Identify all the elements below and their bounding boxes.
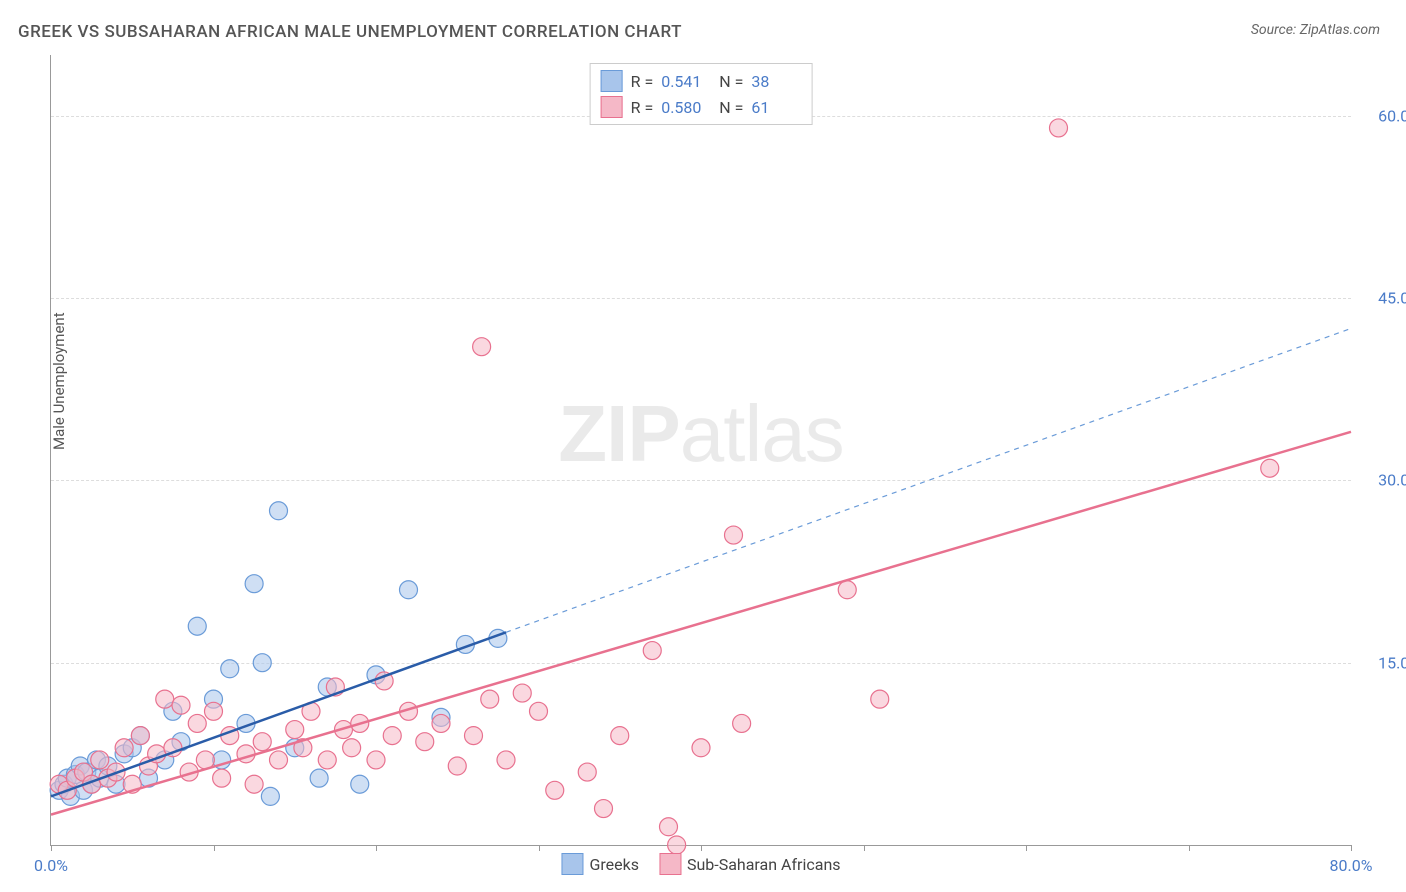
plot-area: Male Unemployment 15.0%30.0%45.0%60.0% 0… (50, 55, 1351, 846)
swatch-greeks-icon (601, 70, 623, 92)
legend-label-greeks: Greeks (589, 855, 639, 874)
data-point (367, 751, 385, 769)
x-tick (864, 845, 865, 851)
data-point (530, 702, 548, 720)
data-point (253, 654, 271, 672)
legend-item-greeks: Greeks (561, 853, 639, 875)
data-point (286, 721, 304, 739)
x-tick (376, 845, 377, 851)
data-point (188, 714, 206, 732)
scatter-svg (51, 55, 1351, 845)
legend-item-ssa: Sub-Saharan Africans (659, 853, 841, 875)
data-point (221, 660, 239, 678)
x-tick (214, 845, 215, 851)
correlation-legend-row-1: R = 0.580 N = 61 (601, 94, 802, 120)
data-point (497, 751, 515, 769)
data-point (448, 757, 466, 775)
x-tick (1189, 845, 1190, 851)
data-point (668, 836, 686, 854)
x-tick (539, 845, 540, 851)
data-point (692, 739, 710, 757)
trend-line (506, 328, 1351, 632)
data-point (481, 690, 499, 708)
data-point (188, 617, 206, 635)
data-point (416, 733, 434, 751)
n-label: N = (719, 72, 743, 91)
data-point (205, 702, 223, 720)
chart-title: GREEK VS SUBSAHARAN AFRICAN MALE UNEMPLO… (18, 22, 682, 42)
data-point (318, 751, 336, 769)
data-point (660, 818, 678, 836)
data-point (156, 690, 174, 708)
legend-label-ssa: Sub-Saharan Africans (687, 855, 841, 874)
data-point (351, 775, 369, 793)
swatch-ssa-icon (659, 853, 681, 875)
source-attribution: Source: ZipAtlas.com (1251, 22, 1380, 38)
data-point (253, 733, 271, 751)
data-point (513, 684, 531, 702)
r-label: R = (631, 72, 654, 91)
x-tick (701, 845, 702, 851)
data-point (91, 751, 109, 769)
data-point (578, 763, 596, 781)
data-point (172, 696, 190, 714)
data-point (383, 727, 401, 745)
x-tick (1351, 845, 1352, 851)
data-point (871, 690, 889, 708)
swatch-ssa-icon (601, 96, 623, 118)
data-point (733, 714, 751, 732)
data-point (465, 727, 483, 745)
data-point (643, 642, 661, 660)
data-point (1050, 119, 1068, 137)
data-point (473, 338, 491, 356)
data-point (595, 800, 613, 818)
y-tick-label: 30.0% (1361, 471, 1406, 490)
x-tick (1026, 845, 1027, 851)
y-tick-label: 60.0% (1361, 106, 1406, 125)
swatch-greeks-icon (561, 853, 583, 875)
r-label: R = (631, 98, 654, 117)
x-tick-label: 0.0% (34, 856, 68, 875)
correlation-legend-row-0: R = 0.541 N = 38 (601, 68, 802, 94)
data-point (131, 727, 149, 745)
data-point (270, 502, 288, 520)
y-tick-label: 45.0% (1361, 289, 1406, 308)
data-point (432, 714, 450, 732)
series-legend: Greeks Sub-Saharan Africans (561, 853, 840, 875)
n-label: N = (719, 98, 743, 117)
data-point (400, 581, 418, 599)
data-point (310, 769, 328, 787)
data-point (1261, 459, 1279, 477)
data-point (213, 769, 231, 787)
x-tick-label: 80.0% (1330, 856, 1373, 875)
data-point (261, 787, 279, 805)
chart-container: GREEK VS SUBSAHARAN AFRICAN MALE UNEMPLO… (0, 0, 1406, 892)
data-point (343, 739, 361, 757)
data-point (245, 575, 263, 593)
data-point (725, 526, 743, 544)
n-value-greeks: 38 (751, 72, 801, 91)
r-value-greeks: 0.541 (661, 72, 711, 91)
x-tick (51, 845, 52, 851)
data-point (245, 775, 263, 793)
data-point (611, 727, 629, 745)
data-point (270, 751, 288, 769)
data-point (546, 781, 564, 799)
n-value-ssa: 61 (751, 98, 801, 117)
data-point (115, 739, 133, 757)
y-tick-label: 15.0% (1361, 653, 1406, 672)
data-point (838, 581, 856, 599)
correlation-legend: R = 0.541 N = 38 R = 0.580 N = 61 (590, 63, 813, 125)
r-value-ssa: 0.580 (661, 98, 711, 117)
